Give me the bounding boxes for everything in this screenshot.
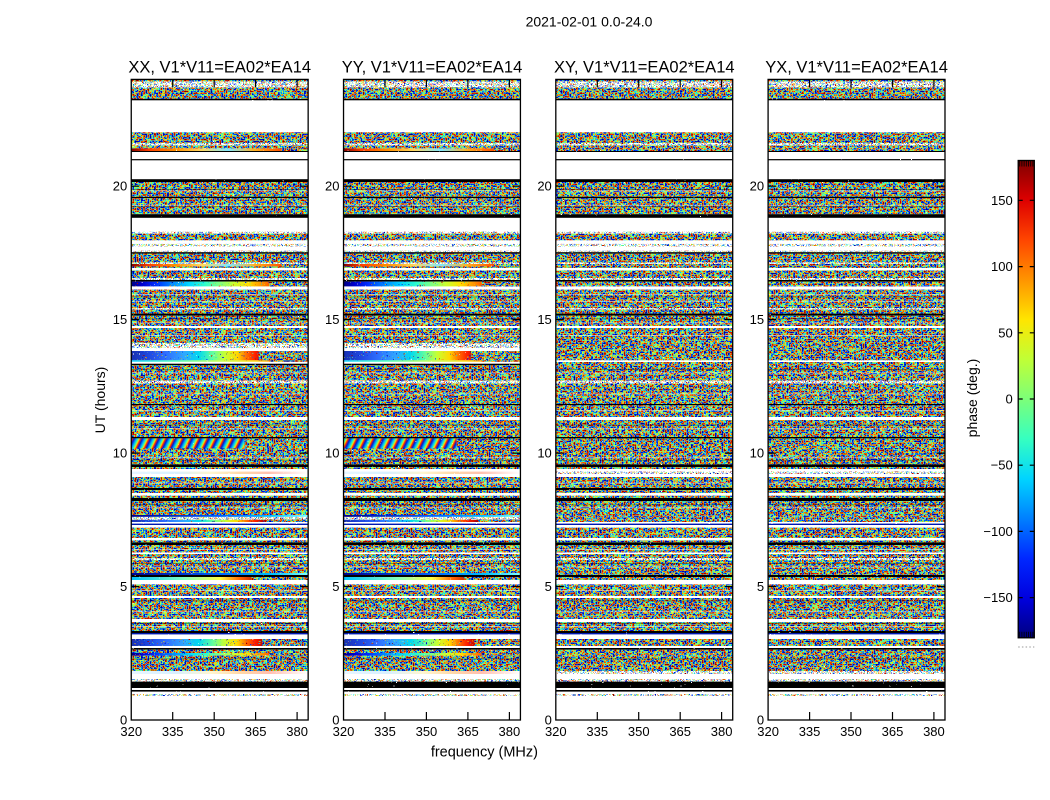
- svg-text:365: 365: [457, 724, 479, 739]
- svg-text:10: 10: [113, 446, 127, 461]
- svg-text:15: 15: [325, 312, 339, 327]
- svg-text:0: 0: [757, 713, 764, 728]
- svg-text:15: 15: [537, 312, 551, 327]
- svg-text:320: 320: [757, 724, 779, 739]
- svg-text:15: 15: [113, 312, 127, 327]
- svg-text:335: 335: [586, 724, 608, 739]
- svg-text:320: 320: [545, 724, 567, 739]
- svg-text:−150: −150: [983, 590, 1012, 605]
- svg-text:frequency (MHz): frequency (MHz): [431, 744, 538, 760]
- svg-text:15: 15: [750, 312, 764, 327]
- svg-text:20: 20: [750, 179, 764, 194]
- svg-text:100: 100: [991, 259, 1013, 274]
- svg-text:5: 5: [332, 579, 339, 594]
- svg-text:380: 380: [923, 724, 945, 739]
- svg-text:350: 350: [416, 724, 438, 739]
- svg-text:320: 320: [333, 724, 355, 739]
- svg-text:XY, V1*V11=EA02*EA14: XY, V1*V11=EA02*EA14: [554, 59, 735, 77]
- svg-text:20: 20: [325, 179, 339, 194]
- svg-text:335: 335: [374, 724, 396, 739]
- svg-text:380: 380: [711, 724, 733, 739]
- svg-text:0: 0: [332, 713, 339, 728]
- svg-text:380: 380: [286, 724, 308, 739]
- svg-text:−50: −50: [991, 458, 1013, 473]
- svg-text:335: 335: [162, 724, 184, 739]
- svg-text:0: 0: [1005, 392, 1012, 407]
- svg-text:YY, V1*V11=EA02*EA14: YY, V1*V11=EA02*EA14: [342, 59, 523, 77]
- svg-text:20: 20: [113, 179, 127, 194]
- svg-text:10: 10: [537, 446, 551, 461]
- svg-text:50: 50: [998, 325, 1012, 340]
- svg-text:350: 350: [628, 724, 650, 739]
- svg-text:365: 365: [245, 724, 267, 739]
- svg-text:0: 0: [120, 713, 127, 728]
- svg-text:350: 350: [840, 724, 862, 739]
- svg-text:320: 320: [120, 724, 142, 739]
- svg-text:5: 5: [120, 579, 127, 594]
- svg-text:350: 350: [203, 724, 225, 739]
- svg-text:0: 0: [545, 713, 552, 728]
- svg-text:YX, V1*V11=EA02*EA14: YX, V1*V11=EA02*EA14: [765, 59, 948, 77]
- svg-text:365: 365: [669, 724, 691, 739]
- svg-text:2021-02-01 0.0-24.0: 2021-02-01 0.0-24.0: [526, 14, 653, 30]
- svg-text:−100: −100: [983, 524, 1012, 539]
- svg-text:365: 365: [882, 724, 904, 739]
- svg-text:10: 10: [750, 446, 764, 461]
- svg-text:380: 380: [499, 724, 521, 739]
- svg-text:20: 20: [537, 179, 551, 194]
- svg-text:phase (deg.): phase (deg.): [964, 359, 980, 438]
- svg-text:5: 5: [757, 579, 764, 594]
- svg-text:10: 10: [325, 446, 339, 461]
- svg-text:UT (hours): UT (hours): [92, 367, 108, 434]
- svg-text:XX, V1*V11=EA02*EA14: XX, V1*V11=EA02*EA14: [128, 59, 311, 77]
- svg-text:335: 335: [799, 724, 821, 739]
- svg-text:5: 5: [545, 579, 552, 594]
- svg-text:150: 150: [991, 193, 1013, 208]
